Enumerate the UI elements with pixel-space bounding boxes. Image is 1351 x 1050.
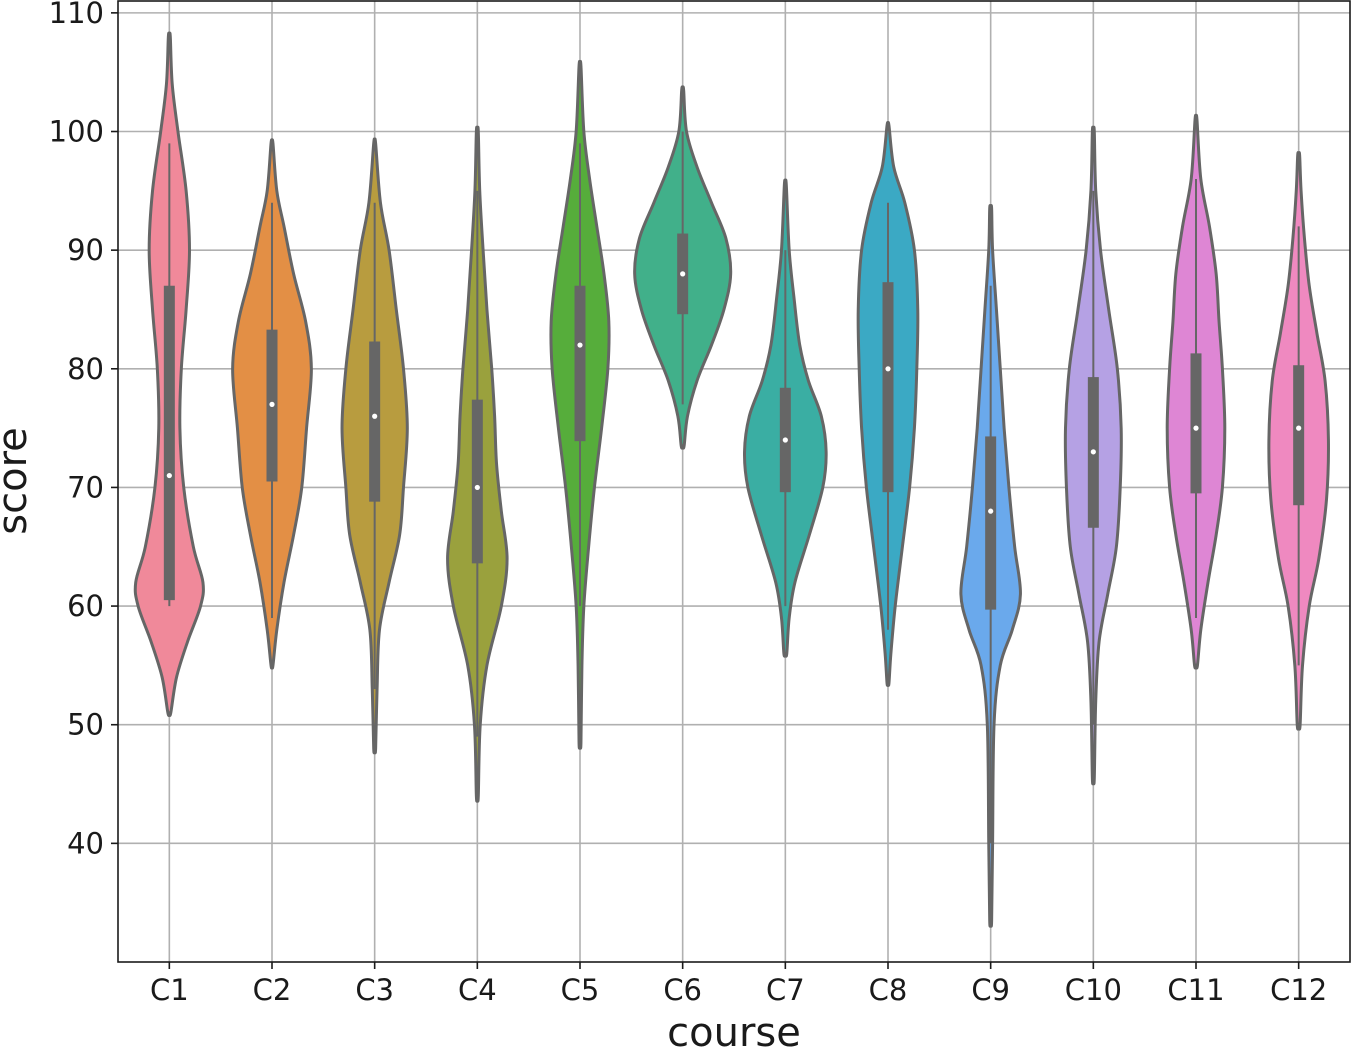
violin-iqr-box-c1 [163, 285, 175, 601]
violin-median-c12 [1296, 425, 1302, 431]
violin-iqr-box-c11 [1190, 353, 1202, 494]
tick-layer: 40 50 60 70 80 90 100 110 C1 C2 C3 C4 C5 C6 C7 C8 C9 C10 C… [49, 0, 1328, 1007]
x-tick-label: C3 [355, 973, 394, 1007]
x-tick-label: C12 [1270, 973, 1327, 1007]
y-tick-label: 40 [67, 826, 104, 860]
y-tick-label: 50 [67, 708, 104, 742]
x-tick-label: C4 [458, 973, 497, 1007]
violin-median-c3 [372, 413, 378, 419]
violin-iqr-box-c12 [1293, 365, 1305, 506]
y-tick-label: 100 [49, 115, 104, 149]
violin-median-c4 [474, 484, 480, 491]
y-tick-label: 70 [67, 470, 104, 504]
violin-median-c11 [1193, 425, 1199, 431]
violin-layer [133, 31, 1330, 928]
x-tick-label: C7 [766, 973, 805, 1007]
x-tick-label: C11 [1167, 973, 1224, 1007]
violin-median-c8 [885, 366, 891, 372]
y-axis-title: score [0, 427, 36, 534]
x-tick-label: C5 [561, 973, 600, 1007]
x-tick-label: C1 [150, 973, 189, 1007]
violin-median-c6 [680, 271, 686, 277]
violin-median-c7 [782, 437, 788, 443]
x-tick-label: C6 [663, 973, 702, 1007]
y-tick-label: 110 [49, 0, 104, 30]
plot-frame [117, 0, 1351, 963]
y-tick-label: 60 [67, 589, 104, 623]
x-tick-label: C9 [971, 973, 1010, 1007]
violin-iqr-box-c4 [471, 399, 483, 564]
violin-median-c2 [269, 401, 275, 407]
violin-median-c5 [577, 342, 583, 348]
violin-median-c9 [988, 508, 994, 514]
violin-iqr-box-c8 [882, 282, 894, 493]
y-tick-label: 90 [67, 233, 104, 267]
x-tick-label: C10 [1065, 973, 1122, 1007]
violin-iqr-box-c9 [985, 436, 997, 610]
y-tick-label: 80 [67, 352, 104, 386]
violin-median-c1 [166, 472, 172, 479]
x-axis-title: course [667, 1010, 801, 1050]
violin-iqr-box-c5 [574, 285, 586, 442]
x-tick-label: C8 [869, 973, 908, 1007]
x-tick-label: C2 [253, 973, 292, 1007]
violin-median-c10 [1090, 449, 1096, 455]
violin-iqr-box-c3 [369, 341, 381, 502]
